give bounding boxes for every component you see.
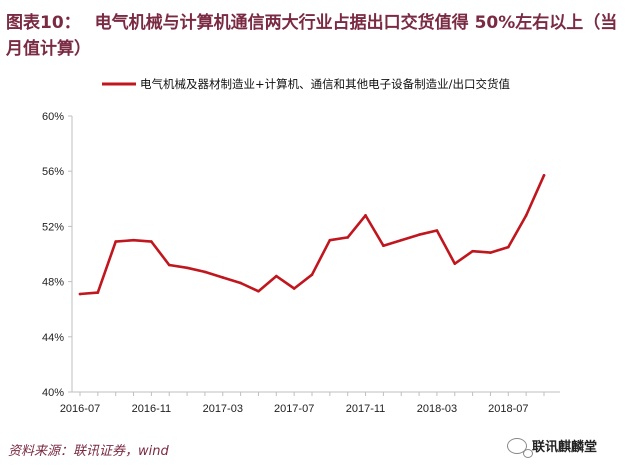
x-axis-ticks: 2016-07 2016-11 2017-03 2017-07 2017-11 2018-… [60, 392, 545, 415]
x-tick-label: 2016-11 [132, 403, 172, 415]
figure-label: 图表10： [6, 13, 81, 33]
data-point [435, 229, 439, 232]
x-tick-label: 2017-07 [274, 403, 314, 415]
series-line [78, 174, 546, 296]
data-point [417, 233, 421, 236]
wechat-icon [507, 437, 533, 458]
data-point [507, 245, 510, 249]
data-point [364, 214, 367, 217]
data-point [524, 214, 528, 217]
data-point [150, 240, 153, 243]
data-point [257, 289, 260, 293]
data-point [114, 240, 117, 243]
chart-area: 电气机械及器材制造业+计算机、通信和其他电子设备制造业/出口交货值 40% 44%… [0, 72, 640, 422]
y-tick-label: 60% [42, 111, 64, 123]
data-point [239, 281, 242, 285]
x-tick-label: 2018-03 [417, 403, 457, 415]
data-point [132, 238, 135, 242]
line-chart: 电气机械及器材制造业+计算机、通信和其他电子设备制造业/出口交货值 40% 44%… [42, 77, 560, 415]
data-point [453, 262, 457, 265]
y-tick-label: 40% [42, 387, 64, 399]
legend-label: 电气机械及器材制造业+计算机、通信和其他电子设备制造业/出口交货值 [140, 77, 511, 91]
data-point [221, 276, 225, 279]
data-point [310, 273, 314, 276]
watermark: 联讯麒麟堂 [507, 436, 598, 458]
data-point [382, 244, 385, 248]
x-tick-label: 2017-11 [346, 403, 386, 415]
figure-title-text: 电气机械与计算机通信两大行业占据出口交货值得 50%左右以上（当月值计算） [6, 13, 618, 59]
data-point [292, 287, 296, 290]
y-tick-label: 52% [42, 221, 64, 233]
axes [71, 116, 560, 393]
data-point [185, 266, 189, 270]
y-axis-ticks: 40% 44% 48% 52% 56% 60% [42, 111, 72, 399]
series [78, 174, 546, 296]
x-tick-label: 2018-07 [488, 403, 528, 415]
legend: 电气机械及器材制造业+计算机、通信和其他电子设备制造业/出口交货值 [102, 77, 511, 91]
data-point [78, 292, 82, 296]
figure-title: 图表10： 电气机械与计算机通信两大行业占据出口交货值得 50%左右以上（当月值计… [6, 10, 634, 62]
data-point [471, 249, 474, 253]
data-point [346, 236, 349, 239]
watermark-text: 联讯麒麟堂 [532, 440, 598, 455]
y-tick-label: 44% [42, 332, 64, 344]
data-point [96, 291, 100, 294]
data-point [489, 251, 492, 254]
data-point [167, 263, 171, 267]
x-tick-label: 2017-03 [203, 403, 243, 415]
data-point [203, 270, 207, 274]
data-point [542, 174, 546, 177]
source-note: 资料来源：联讯证券，wind [8, 444, 169, 459]
data-point [275, 274, 278, 278]
y-tick-label: 56% [42, 166, 64, 178]
data-point [399, 238, 403, 242]
y-tick-label: 48% [42, 277, 64, 289]
data-point [328, 238, 332, 242]
x-tick-label: 2016-07 [60, 403, 100, 415]
